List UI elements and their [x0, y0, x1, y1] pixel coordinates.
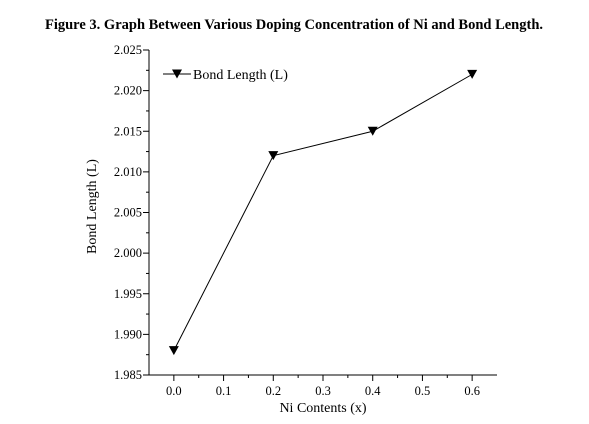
data-point-marker — [168, 346, 179, 356]
legend-down-triangle-icon — [172, 69, 182, 79]
x-tick-label: 0.5 — [415, 384, 431, 398]
x-tick-label: 0.6 — [464, 384, 480, 398]
series-line — [173, 73, 473, 351]
y-axis-title: Bond Length (L) — [85, 159, 100, 254]
y-tick-label: 1.995 — [114, 287, 142, 301]
y-tick-label: 2.000 — [114, 246, 142, 260]
y-tick-label: 2.015 — [114, 124, 142, 138]
y-tick-label: 1.985 — [114, 368, 142, 382]
x-tick-label: 0.1 — [216, 384, 232, 398]
legend: Bond Length (L) — [163, 68, 288, 83]
data-point-marker — [367, 126, 378, 136]
data-point-marker — [268, 151, 279, 161]
y-tick-label: 1.990 — [114, 327, 142, 341]
plot-axes — [148, 50, 497, 376]
legend-series-label: Bond Length (L) — [193, 68, 288, 83]
y-tick-label: 2.010 — [114, 165, 142, 179]
y-axis-ticks: 1.985 1.990 1.995 2.000 2.005 2.010 2.015 2.020… — [114, 43, 149, 382]
y-tick-label: 2.020 — [114, 84, 142, 98]
series-line-group — [173, 73, 473, 351]
x-axis-title: Ni Contents (x) — [279, 401, 366, 416]
x-tick-label: 0.4 — [365, 384, 381, 398]
x-tick-label: 0.3 — [315, 384, 331, 398]
figure-title: Figure 3. Graph Between Various Doping C… — [45, 17, 543, 33]
data-markers — [168, 69, 478, 356]
x-tick-label: 0.2 — [265, 384, 281, 398]
y-tick-label: 2.005 — [114, 206, 142, 220]
x-axis-ticks: 0.0 0.1 0.2 0.3 0.4 0.5 0.6 — [166, 375, 480, 398]
x-tick-label: 0.0 — [166, 384, 182, 398]
data-point-marker — [467, 69, 478, 79]
y-tick-label: 2.025 — [114, 43, 142, 57]
